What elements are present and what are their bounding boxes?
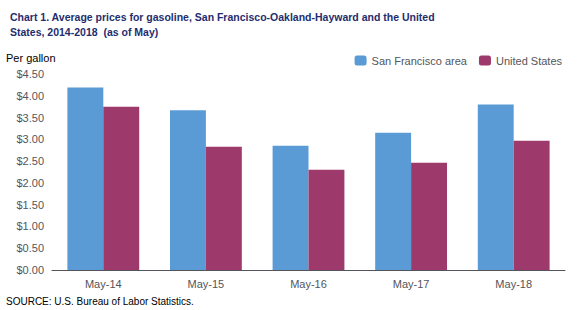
- svg-text:Chart 1. Average prices for ga: Chart 1. Average prices for gasoline, Sa…: [10, 11, 435, 23]
- svg-text:$2.00: $2.00: [16, 177, 44, 189]
- svg-text:$2.50: $2.50: [16, 155, 44, 167]
- svg-text:SOURCE: U.S. Bureau of Labor S: SOURCE: U.S. Bureau of Labor Statistics.: [6, 296, 194, 307]
- svg-text:May-18: May-18: [495, 278, 532, 290]
- svg-text:$3.00: $3.00: [16, 133, 44, 145]
- svg-text:$0.00: $0.00: [16, 264, 44, 276]
- svg-text:San Francisco area: San Francisco area: [372, 55, 468, 67]
- svg-text:United States: United States: [496, 55, 563, 67]
- svg-text:May-17: May-17: [393, 278, 430, 290]
- svg-text:$1.00: $1.00: [16, 220, 44, 232]
- svg-text:Per gallon: Per gallon: [6, 52, 56, 64]
- svg-text:$1.50: $1.50: [16, 199, 44, 211]
- svg-text:$0.50: $0.50: [16, 242, 44, 254]
- svg-text:$3.50: $3.50: [16, 112, 44, 124]
- svg-text:May-15: May-15: [188, 278, 225, 290]
- svg-text:$4.50: $4.50: [16, 68, 44, 80]
- svg-text:States, 2014-2018 (as of May): States, 2014-2018 (as of May): [10, 26, 158, 38]
- svg-text:$4.00: $4.00: [16, 90, 44, 102]
- svg-text:May-14: May-14: [85, 278, 122, 290]
- svg-text:May-16: May-16: [290, 278, 327, 290]
